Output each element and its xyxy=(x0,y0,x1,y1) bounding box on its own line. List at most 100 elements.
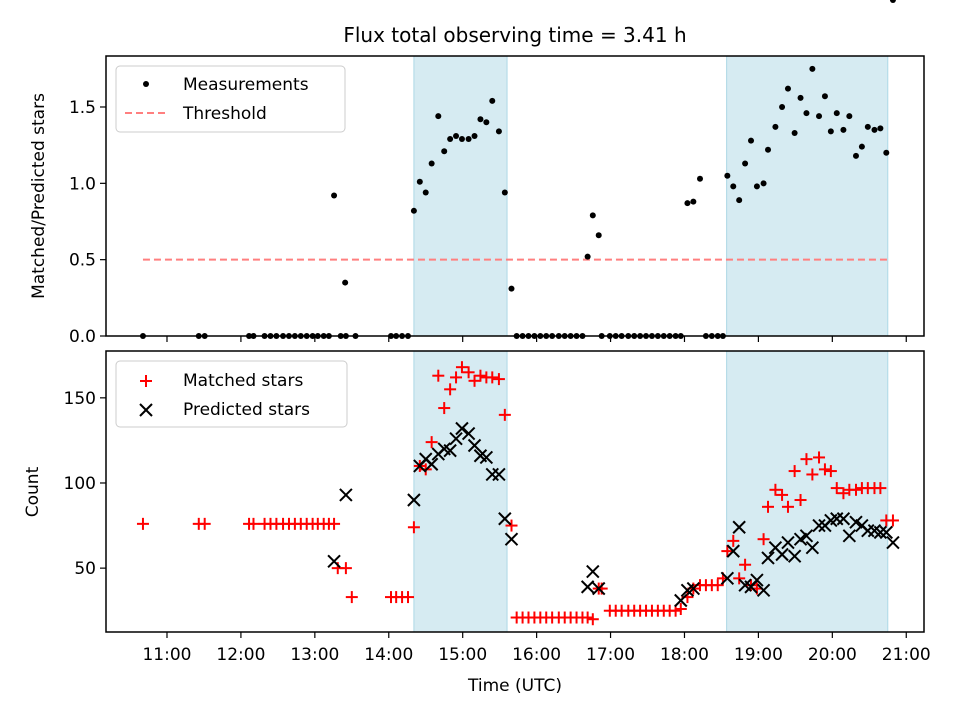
bottom-y-ticks: 50 100 150 xyxy=(64,389,106,579)
measurement-point xyxy=(435,113,442,120)
predicted-star-point xyxy=(781,535,795,550)
matched-star-point xyxy=(505,519,518,532)
predicted-star-point xyxy=(443,443,457,458)
measurement-point xyxy=(584,253,591,260)
x-tick-label: 15:00 xyxy=(438,645,487,665)
measurement-point xyxy=(331,192,338,199)
matched-star-point xyxy=(813,451,826,464)
predicted-star-point xyxy=(498,512,512,526)
predicted-stars-points xyxy=(327,421,900,608)
legend-threshold-label: Threshold xyxy=(182,104,267,124)
x-stroke-2 xyxy=(686,581,701,596)
chart-title: Flux total observing time = 3.41 h xyxy=(343,23,686,47)
measurement-point xyxy=(877,125,884,132)
x-stroke-2 xyxy=(849,515,863,529)
matched-star-point xyxy=(401,591,414,604)
shaded-span xyxy=(726,55,889,337)
measurement-point xyxy=(753,183,760,190)
measurement-point xyxy=(765,146,772,153)
matched-star-point xyxy=(794,494,807,507)
x-stroke-2 xyxy=(424,457,439,471)
measurement-point xyxy=(816,113,823,120)
matched-star-point xyxy=(757,533,770,546)
x-stroke-2 xyxy=(504,532,519,546)
bottom-y-tick-label: 100 xyxy=(64,474,96,494)
x-stroke-2 xyxy=(768,540,783,555)
bottom-x-ticks: 11:00 12:00 13:00 14:00 15:00 16:00 17:00 18:00… xyxy=(142,632,931,665)
x-tick-label: 14:00 xyxy=(364,645,413,665)
top-y-tick-label: 0.5 xyxy=(69,251,96,271)
measurement-point xyxy=(742,160,749,167)
x-stroke-2 xyxy=(750,573,764,587)
x-stroke-2 xyxy=(805,540,820,555)
measurement-point xyxy=(410,207,417,214)
matched-star-point xyxy=(824,465,837,478)
measurement-point xyxy=(589,212,596,219)
measurement-point xyxy=(416,178,423,185)
predicted-star-point xyxy=(775,547,789,562)
predicted-star-point xyxy=(424,457,439,471)
top-y-tick-label: 1.0 xyxy=(69,174,96,194)
matched-star-point xyxy=(800,453,813,466)
measurement-point xyxy=(453,133,460,139)
x-stroke-2 xyxy=(726,544,740,558)
predicted-star-point xyxy=(805,540,820,555)
predicted-star-point xyxy=(339,488,353,502)
measurement-point xyxy=(736,197,743,204)
predicted-star-point xyxy=(461,426,476,441)
x-stroke-2 xyxy=(738,578,752,592)
x-stroke-2 xyxy=(781,535,795,550)
x-stroke-2 xyxy=(461,426,476,441)
measurement-point xyxy=(840,126,847,133)
matched-star-point xyxy=(407,521,420,534)
x-stroke-2 xyxy=(339,488,353,502)
matched-star-point xyxy=(711,579,724,592)
predicted-star-point xyxy=(492,467,506,482)
predicted-star-point xyxy=(586,564,600,579)
measurement-point xyxy=(465,136,472,143)
matched-star-point xyxy=(739,558,752,571)
x-axis-label: Time (UTC) xyxy=(467,676,562,696)
x-stroke-2 xyxy=(580,580,595,594)
bottom-axes-frame xyxy=(105,350,925,633)
measurement-point xyxy=(684,200,691,207)
top-y-tick-label: 0.0 xyxy=(69,327,96,347)
measurement-point xyxy=(791,129,798,136)
x-stroke-2 xyxy=(873,525,888,540)
matched-star-point xyxy=(586,613,599,626)
matched-star-point xyxy=(886,514,899,527)
measurement-point xyxy=(871,126,878,133)
matched-star-point xyxy=(818,463,831,476)
matched-star-point xyxy=(733,572,746,585)
x-stroke-2 xyxy=(592,581,606,596)
bottom-legend: Matched stars Predicted stars xyxy=(115,360,348,428)
legend-matched-label: Matched stars xyxy=(183,371,303,391)
legend-predicted-marker xyxy=(139,403,153,417)
measurement-point xyxy=(690,198,697,205)
x-stroke-2 xyxy=(449,431,463,446)
matched-star-point xyxy=(136,517,149,530)
measurement-point xyxy=(441,148,448,155)
measurement-point xyxy=(809,65,816,72)
matched-star-point xyxy=(762,500,775,513)
matched-star-point xyxy=(776,488,789,501)
x-stroke-2 xyxy=(586,564,600,579)
measurement-point xyxy=(784,85,791,92)
measurement-point xyxy=(827,128,834,135)
predicted-star-point xyxy=(407,493,421,507)
measurement-point xyxy=(821,93,828,100)
predicted-star-point xyxy=(592,581,606,596)
matched-star-point xyxy=(492,373,505,386)
predicted-star-point xyxy=(504,532,519,546)
x-stroke-2 xyxy=(443,443,457,458)
matched-star-point xyxy=(438,402,451,415)
legend-predicted-label: Predicted stars xyxy=(183,400,310,420)
predicted-star-point xyxy=(686,581,701,596)
measurement-point xyxy=(483,119,490,126)
matched-star-point xyxy=(450,371,463,384)
matched-star-point xyxy=(444,383,457,396)
matched-star-point xyxy=(806,468,819,481)
x-stroke-2 xyxy=(498,512,512,526)
measurement-point xyxy=(508,285,515,292)
matched-star-point xyxy=(432,369,445,382)
